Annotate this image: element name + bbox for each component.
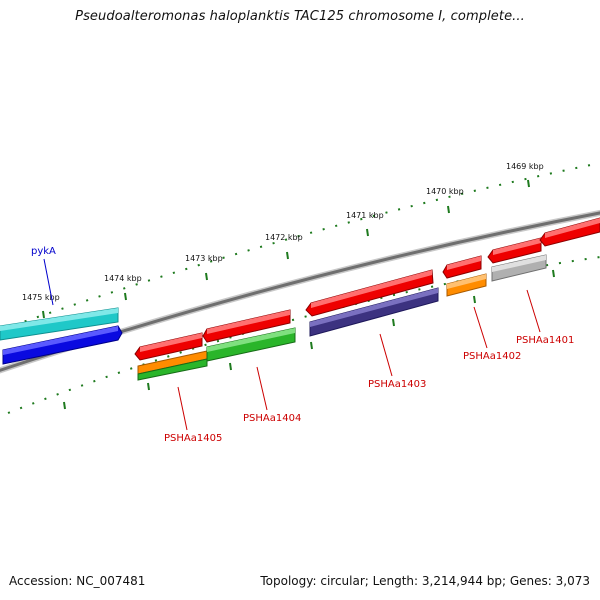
- ruler-label: 1469 kbp: [506, 162, 544, 171]
- gene-label-PSHAa1402[interactable]: PSHAa1402: [463, 351, 521, 362]
- ruler-label: 1473 kbp: [185, 254, 223, 263]
- gene-label-PSHAa1401[interactable]: PSHAa1401: [516, 335, 574, 346]
- ruler-label: 1471 kbp: [346, 211, 384, 220]
- ruler-label: 1470 kbp: [426, 187, 464, 196]
- ruler-label: 1472 kbp: [265, 233, 303, 242]
- gene-label-PSHAa1403[interactable]: PSHAa1403: [368, 379, 426, 390]
- ruler-label: 1474 kbp: [104, 274, 142, 283]
- map-title: Pseudoalteromonas haloplanktis TAC125 ch…: [75, 9, 525, 24]
- major-ticks: [42, 179, 555, 410]
- gene-label-pykA[interactable]: pykA: [31, 246, 56, 257]
- gene-label-PSHAa1405[interactable]: PSHAa1405: [164, 433, 222, 444]
- gene-label-PSHAa1404[interactable]: PSHAa1404: [243, 413, 301, 424]
- gene-PSHAa1405-green[interactable]: [137, 358, 208, 381]
- genome-summary-text: Topology: circular; Length: 3,214,944 bp…: [260, 574, 590, 588]
- ruler-label: 1475 kbp: [22, 293, 60, 302]
- accession-text: Accession: NC_007481: [9, 574, 146, 588]
